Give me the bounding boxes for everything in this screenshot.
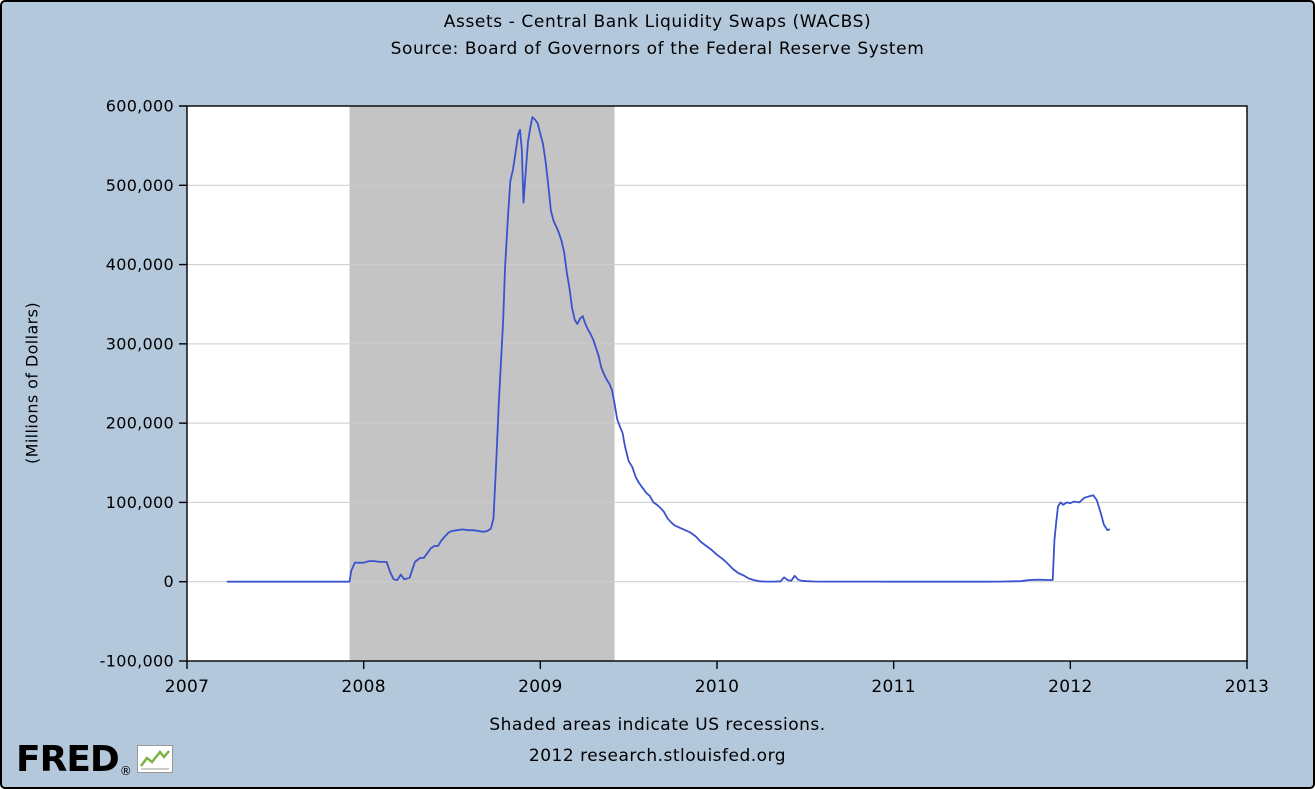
series-line bbox=[226, 116, 1111, 583]
y-tick-label: 500,000 bbox=[106, 176, 174, 195]
chart-footer: Shaded areas indicate US recessions. 201… bbox=[2, 710, 1313, 772]
y-tick-label: 400,000 bbox=[106, 255, 174, 274]
plot-area bbox=[187, 106, 1247, 661]
y-tick-label: 600,000 bbox=[106, 97, 174, 116]
x-tick-label: 2010 bbox=[695, 677, 739, 697]
recession-note: Shaded areas indicate US recessions. bbox=[489, 715, 826, 735]
y-tick-label: 300,000 bbox=[106, 334, 174, 353]
x-tick-label: 2011 bbox=[871, 677, 915, 697]
y-tick-label: 100,000 bbox=[106, 493, 174, 512]
chart-subtitle: Source: Board of Governors of the Federa… bbox=[390, 39, 925, 59]
y-axis-label: (Millions of Dollars) bbox=[22, 301, 42, 465]
chart-header: Assets - Central Bank Liquidity Swaps (W… bbox=[2, 9, 1313, 63]
registered-trademark-symbol: ® bbox=[119, 764, 132, 778]
x-tick-label: 2008 bbox=[341, 677, 385, 697]
fred-logo: FRED ® bbox=[16, 739, 173, 780]
fred-logo-text: FRED bbox=[16, 739, 120, 780]
x-tick-label: 2007 bbox=[165, 677, 209, 697]
y-tick-label: -100,000 bbox=[100, 652, 174, 671]
x-tick-label: 2012 bbox=[1048, 677, 1092, 697]
x-tick-label: 2013 bbox=[1225, 677, 1269, 697]
x-tick-label: 2009 bbox=[518, 677, 562, 697]
y-tick-label: 0 bbox=[164, 572, 174, 591]
y-tick-label: 200,000 bbox=[106, 414, 174, 433]
fred-sparkline-icon bbox=[136, 745, 173, 777]
recession-band bbox=[349, 106, 615, 661]
source-url: 2012 research.stlouisfed.org bbox=[528, 746, 787, 766]
chart-title: Assets - Central Bank Liquidity Swaps (W… bbox=[443, 12, 872, 32]
